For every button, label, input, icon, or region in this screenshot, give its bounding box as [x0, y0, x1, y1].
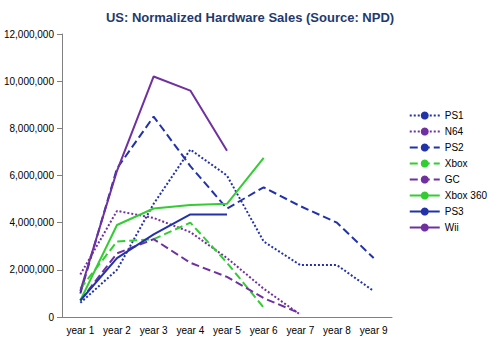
svg-text:12,000,000: 12,000,000 — [4, 29, 54, 40]
svg-text:year 3: year 3 — [140, 325, 168, 336]
svg-text:Xbox 360: Xbox 360 — [445, 190, 488, 201]
svg-text:PS1: PS1 — [445, 110, 464, 121]
svg-text:Wii: Wii — [445, 222, 459, 233]
svg-text:year 8: year 8 — [323, 325, 351, 336]
svg-text:GC: GC — [445, 174, 460, 185]
svg-text:2,000,000: 2,000,000 — [10, 264, 55, 275]
svg-text:Xbox: Xbox — [445, 158, 468, 169]
svg-text:PS2: PS2 — [445, 142, 464, 153]
svg-text:10,000,000: 10,000,000 — [4, 76, 54, 87]
svg-text:year 6: year 6 — [250, 325, 278, 336]
svg-text:year 7: year 7 — [286, 325, 314, 336]
svg-text:year 5: year 5 — [213, 325, 241, 336]
svg-text:6,000,000: 6,000,000 — [10, 170, 55, 181]
svg-text:4,000,000: 4,000,000 — [10, 217, 55, 228]
svg-text:year 1: year 1 — [66, 325, 94, 336]
svg-text:0: 0 — [48, 312, 54, 323]
svg-text:PS3: PS3 — [445, 206, 464, 217]
svg-text:8,000,000: 8,000,000 — [10, 123, 55, 134]
svg-text:N64: N64 — [445, 126, 464, 137]
svg-text:year 9: year 9 — [360, 325, 388, 336]
svg-text:year 4: year 4 — [176, 325, 204, 336]
svg-text:year 2: year 2 — [103, 325, 131, 336]
svg-text:US: Normalized Hardware Sales: US: Normalized Hardware Sales (Source: N… — [106, 10, 394, 25]
